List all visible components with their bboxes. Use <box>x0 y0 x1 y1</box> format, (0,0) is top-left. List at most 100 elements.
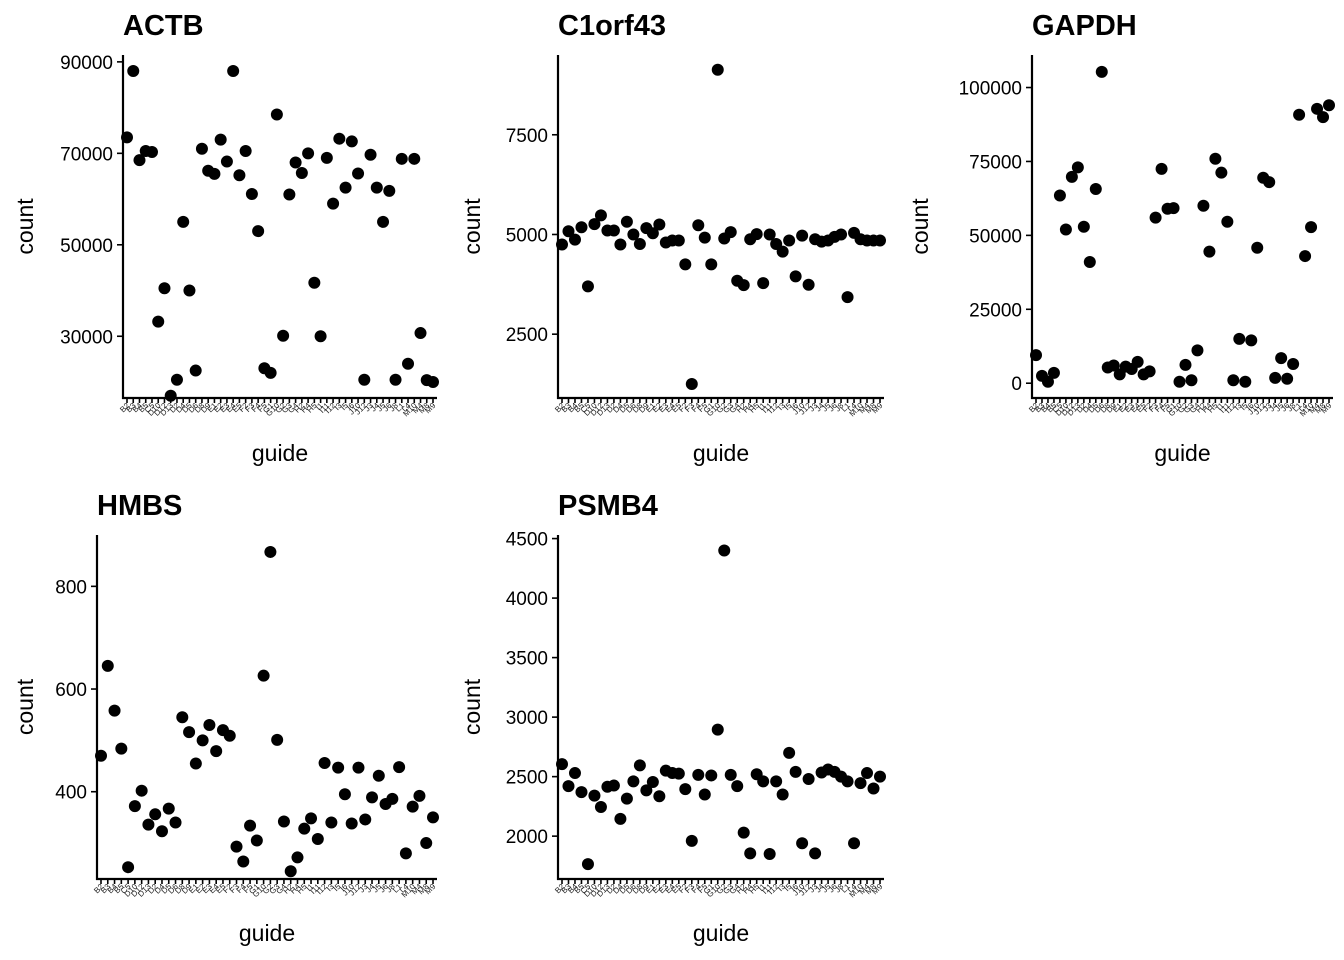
data-point <box>257 669 270 682</box>
data-point <box>737 279 750 292</box>
data-point <box>835 228 848 241</box>
data-point <box>158 282 171 295</box>
data-point <box>149 808 162 821</box>
data-point <box>620 215 633 228</box>
data-point <box>108 704 121 717</box>
data-point <box>176 711 189 724</box>
y-tick-label: 50000 <box>60 236 113 257</box>
data-point <box>386 792 399 805</box>
data-point <box>214 133 227 146</box>
y-axis-title: count <box>459 678 485 735</box>
data-point <box>352 167 365 180</box>
data-point <box>325 816 338 829</box>
data-point <box>135 784 148 797</box>
data-point <box>420 837 433 850</box>
data-point <box>121 131 133 144</box>
data-point <box>406 800 419 813</box>
y-axis-title: count <box>907 198 933 255</box>
data-point <box>581 280 594 293</box>
panel-title: GAPDH <box>1032 10 1137 42</box>
data-point <box>271 733 284 746</box>
data-point <box>284 865 297 878</box>
data-point <box>318 756 331 769</box>
data-point <box>352 761 365 774</box>
data-point <box>208 167 221 180</box>
data-point <box>854 777 867 790</box>
y-tick-label: 4500 <box>506 530 548 551</box>
x-tick-label: I3 <box>333 401 344 412</box>
x-axis-title: guide <box>1154 440 1210 466</box>
panel-psmb4: PSMB4200025003000350040004500B2B3B4B5C5D… <box>459 490 886 946</box>
data-point <box>1227 374 1240 387</box>
data-point <box>1179 358 1192 371</box>
y-axis-title: count <box>12 678 38 735</box>
data-point <box>298 822 311 835</box>
data-point <box>646 227 659 240</box>
data-point <box>724 768 737 781</box>
data-point <box>155 825 168 838</box>
y-tick-label: 50000 <box>969 226 1022 247</box>
data-point <box>95 749 107 762</box>
data-point <box>848 837 861 850</box>
data-point <box>264 366 277 379</box>
data-point <box>646 775 659 788</box>
data-point <box>408 152 421 165</box>
data-point <box>633 759 646 772</box>
data-point <box>594 800 607 813</box>
data-point <box>320 151 333 164</box>
y-tick-label: 2500 <box>506 768 548 789</box>
data-point <box>731 780 744 793</box>
data-point <box>744 847 757 860</box>
y-tick-label: 400 <box>55 783 87 804</box>
data-point <box>364 148 377 161</box>
data-point <box>220 155 233 168</box>
x-tick-label: I6 <box>338 882 349 893</box>
data-point <box>210 745 223 758</box>
data-point <box>128 800 141 813</box>
data-point <box>1089 182 1102 195</box>
y-tick-label: 0 <box>1011 374 1022 395</box>
data-point <box>393 761 406 774</box>
data-point <box>169 816 182 829</box>
panel-gapdh: GAPDH0250005000075000100000B2B3B4B5C5D10… <box>907 10 1335 466</box>
x-tick-label: I5 <box>339 401 350 412</box>
data-point <box>345 135 358 148</box>
data-point <box>789 765 802 778</box>
data-point <box>776 245 789 258</box>
data-point <box>1197 199 1210 212</box>
y-tick-label: 5000 <box>506 225 548 246</box>
data-point <box>1305 221 1318 234</box>
data-point <box>244 819 257 832</box>
data-point <box>588 789 601 802</box>
data-point <box>189 757 202 770</box>
panel-hmbs: HMBS400600800B2B3B4B5C5D10D12D13D2D4D5D6… <box>12 490 439 946</box>
data-point <box>711 63 724 76</box>
data-point <box>1030 349 1042 362</box>
x-tick-label: I3 <box>1233 401 1244 412</box>
data-point <box>1221 215 1234 228</box>
data-point <box>809 847 822 860</box>
data-point <box>614 238 627 251</box>
data-point <box>1251 241 1264 254</box>
data-point <box>711 723 724 736</box>
y-tick-label: 7500 <box>506 126 548 147</box>
data-point <box>1323 99 1335 112</box>
data-point <box>568 233 581 246</box>
data-point <box>277 329 290 342</box>
data-point <box>1269 371 1282 384</box>
data-point <box>402 357 415 370</box>
x-tick-label: I5 <box>1239 401 1250 412</box>
panel-title: C1orf43 <box>558 10 666 42</box>
data-point <box>692 768 705 781</box>
data-point <box>692 219 705 232</box>
data-point <box>1083 255 1096 268</box>
data-point <box>1071 161 1084 174</box>
x-tick-label: I5 <box>782 401 793 412</box>
data-point <box>366 791 379 804</box>
data-point <box>370 181 383 194</box>
data-point <box>395 152 408 165</box>
data-point <box>237 855 250 868</box>
data-point <box>311 832 324 845</box>
data-point <box>264 545 277 558</box>
